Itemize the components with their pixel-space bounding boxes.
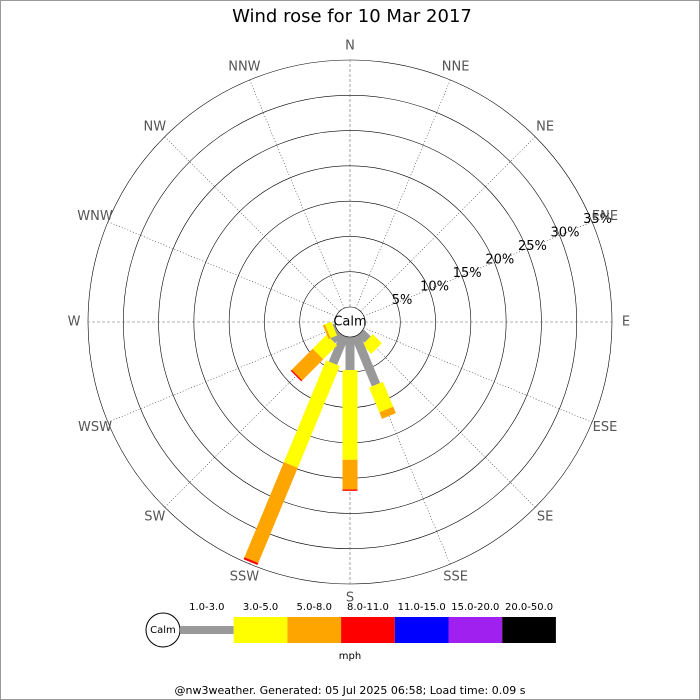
legend-swatch (287, 617, 342, 643)
spoke (107, 221, 337, 317)
direction-label: WNW (77, 209, 113, 224)
bar-segment (290, 369, 303, 382)
bar-segment (243, 557, 259, 565)
bar-segment (362, 334, 382, 354)
chart-title: Wind rose for 10 Mar 2017 (232, 6, 472, 27)
legend-label: 15.0-20.0 (451, 602, 499, 613)
direction-label: ESE (593, 420, 618, 435)
direction-label: S (346, 591, 354, 606)
spoke (360, 332, 536, 508)
legend-swatch (448, 617, 503, 643)
bar-segment (379, 406, 396, 419)
direction-label: SSE (443, 569, 468, 584)
bar-segment (351, 334, 381, 387)
spoke (363, 221, 593, 317)
legend-label: 20.0-50.0 (505, 602, 553, 613)
legend-label: 1.0-3.0 (189, 602, 224, 613)
legend-label: 5.0-8.0 (297, 602, 332, 613)
ring-label: 25% (518, 239, 547, 254)
direction-label: N (345, 39, 355, 54)
direction-label: WSW (78, 420, 112, 435)
spoke (249, 79, 345, 309)
spoke (107, 327, 337, 423)
spoke (164, 332, 340, 508)
unit-label: mph (339, 651, 361, 662)
bar-segment (357, 329, 371, 343)
footer: @nw3weather. Generated: 05 Jul 2025 06:5… (175, 684, 526, 697)
calm-label: Calm (333, 315, 366, 330)
legend-label: 3.0-5.0 (243, 602, 278, 613)
direction-label: NE (536, 119, 554, 134)
bar-segment (291, 348, 324, 381)
direction-label: NW (144, 119, 167, 134)
legend-calm-label: Calm (150, 625, 176, 636)
direction-label: W (68, 315, 81, 330)
spoke (164, 136, 340, 312)
legend-swatch (394, 617, 449, 643)
bar-segment (324, 321, 338, 339)
bar-segment (322, 324, 331, 339)
bar-segment (244, 462, 298, 564)
spoke (363, 327, 593, 423)
ring-label: 30% (551, 225, 580, 240)
direction-label: ENE (592, 209, 618, 224)
spoke (355, 79, 451, 309)
ring-label: 10% (420, 279, 449, 294)
direction-label: SE (537, 510, 553, 525)
spoke (360, 136, 536, 312)
bar-segment (328, 329, 343, 344)
bar-segment (332, 323, 338, 333)
legend-swatch (502, 617, 556, 643)
legend-swatch (180, 626, 234, 634)
direction-label: NNE (442, 60, 470, 75)
legend-label: 8.0-11.0 (347, 602, 389, 613)
bar-segment (312, 334, 338, 360)
ring-label: 5% (392, 293, 413, 308)
direction-label: NNW (228, 60, 260, 75)
legend-label: 11.0-15.0 (398, 602, 446, 613)
direction-label: E (622, 315, 630, 330)
ring-label: 35% (583, 212, 612, 227)
direction-label: SW (144, 510, 165, 525)
legend-swatch (341, 617, 395, 643)
direction-label: SSW (230, 569, 260, 584)
bar-segment (328, 334, 349, 365)
calm-circle (334, 306, 366, 338)
bar-segment (369, 381, 394, 413)
spoke (355, 335, 451, 565)
legend-swatch (233, 617, 288, 643)
bar-segment (283, 360, 340, 468)
